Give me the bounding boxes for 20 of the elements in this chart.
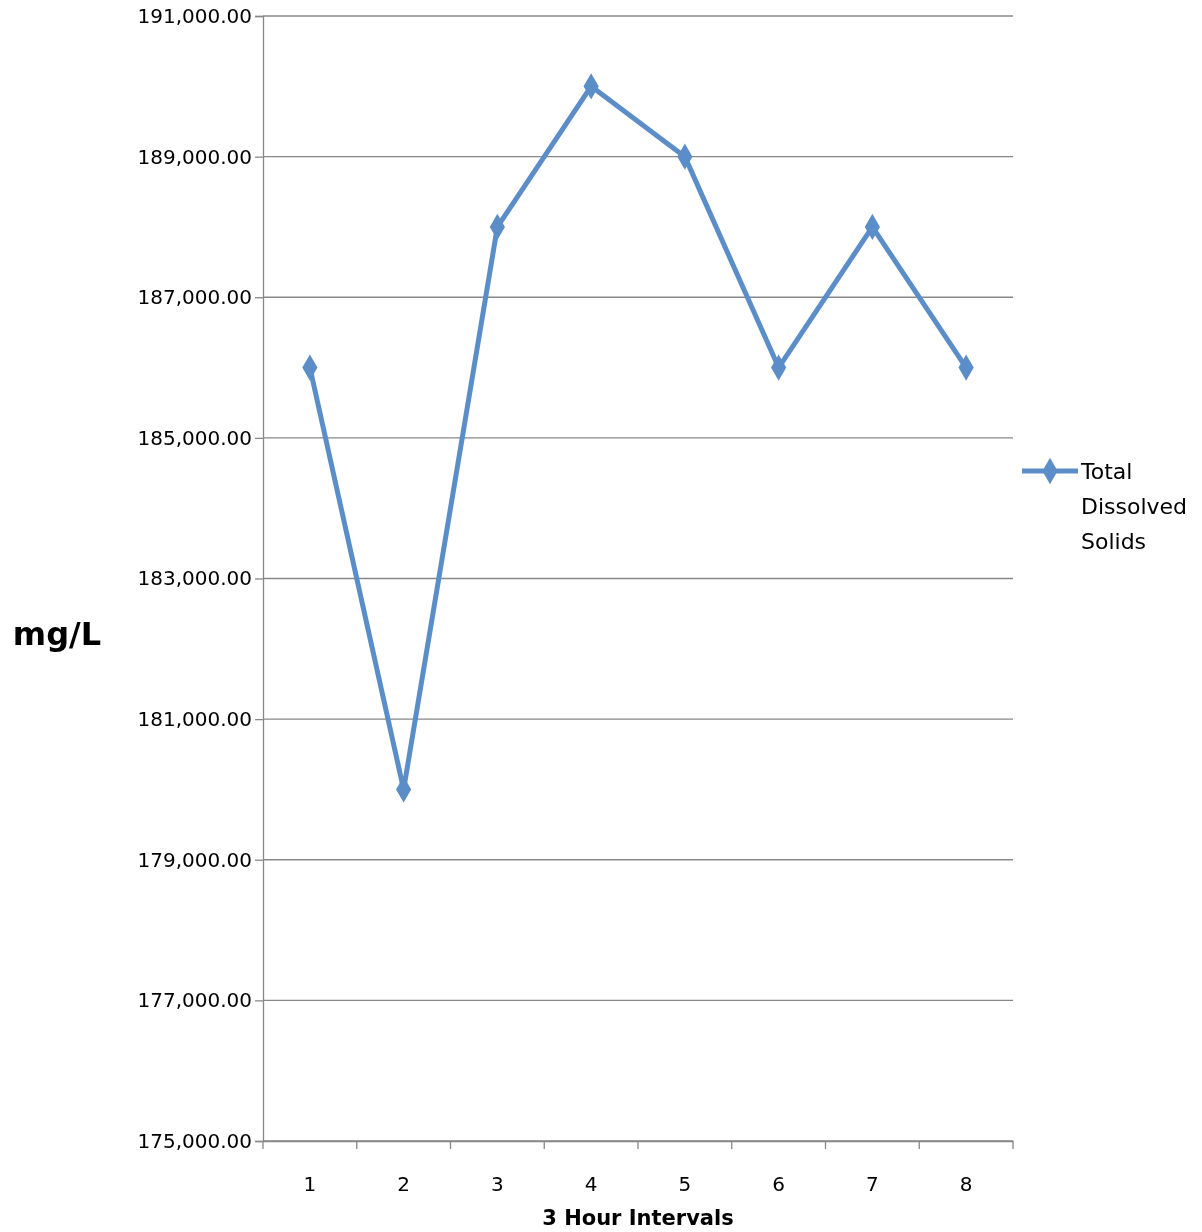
- x-tick-label: 1: [303, 1172, 317, 1197]
- x-tick-label: 6: [772, 1172, 785, 1197]
- x-tick-label: 2: [397, 1172, 410, 1197]
- x-tick-label: 7: [866, 1172, 879, 1197]
- y-tick-label: 185,000.00: [137, 425, 252, 450]
- y-tick-label: 189,000.00: [137, 144, 252, 169]
- y-tick-label: 179,000.00: [137, 847, 252, 872]
- y-axis-title: mg/L: [12, 615, 102, 653]
- x-tick-label: 8: [959, 1172, 973, 1197]
- y-tick-label: 187,000.00: [137, 285, 252, 310]
- x-tick-label: 3: [491, 1172, 504, 1197]
- x-tick-label: 5: [678, 1172, 692, 1197]
- legend-label: Total Dissolved Solids: [1080, 459, 1188, 554]
- x-tick-label: 4: [584, 1172, 598, 1197]
- y-tick-label: 183,000.00: [137, 566, 252, 591]
- y-tick-label: 181,000.00: [137, 707, 252, 732]
- x-axis-title: 3 Hour Intervals: [542, 1206, 734, 1230]
- y-tick-label: 191,000.00: [137, 3, 252, 28]
- y-tick-label: 177,000.00: [137, 988, 252, 1013]
- y-tick-label: 175,000.00: [137, 1128, 252, 1153]
